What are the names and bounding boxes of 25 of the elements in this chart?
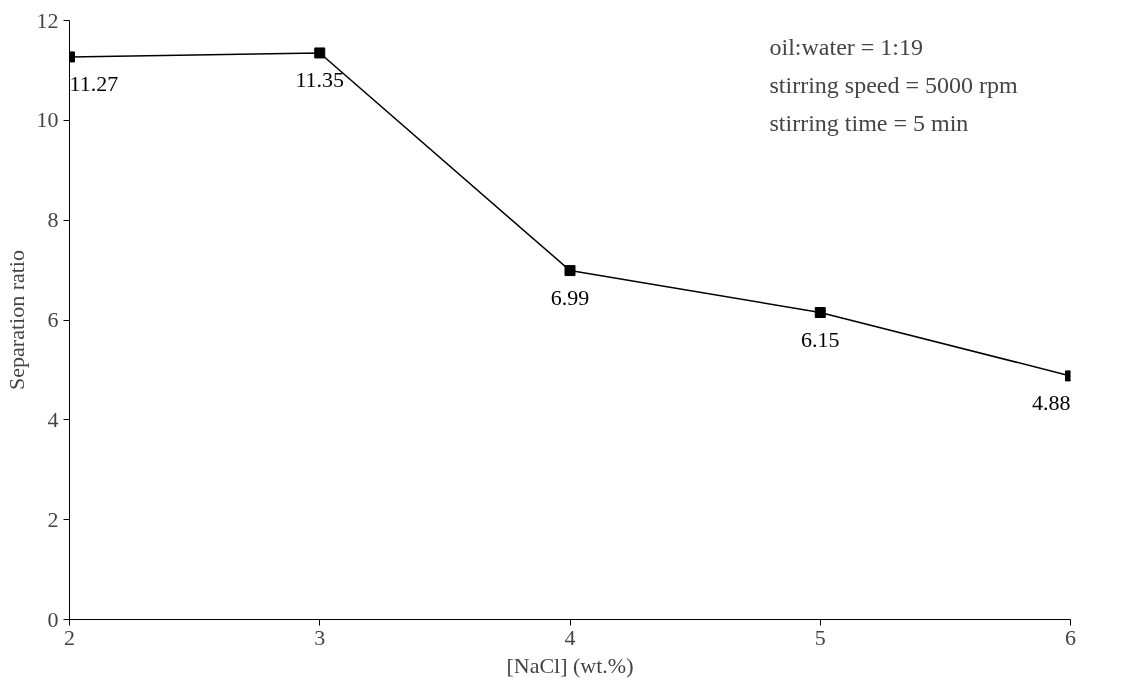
data-label: 11.35 [295, 66, 345, 92]
x-axis-title: [NaCl] (wt.%) [506, 652, 634, 678]
y-tick-label: 10 [36, 107, 59, 133]
data-label: 6.15 [801, 326, 840, 352]
x-tick-label: 5 [814, 624, 826, 650]
y-tick-label: 2 [47, 506, 59, 532]
y-tick-label: 12 [36, 7, 59, 33]
y-axis-title: Separation ratio [3, 250, 29, 390]
data-label: 11.27 [69, 70, 119, 96]
point [814, 307, 826, 319]
y-tick-label: 0 [47, 606, 59, 632]
annotation: stirring speed = 5000 rpm [769, 71, 1018, 98]
y-tick-label: 4 [47, 406, 59, 432]
x-tick-label: 2 [64, 624, 75, 650]
y-tick-label: 8 [47, 207, 59, 233]
data-label: 4.88 [1032, 389, 1071, 415]
x-tick-label: 3 [314, 624, 326, 650]
y-tick-label: 6 [47, 307, 59, 332]
point [314, 47, 326, 59]
point [564, 265, 576, 277]
x-tick-label: 6 [1065, 624, 1076, 650]
data-label: 6.99 [550, 284, 590, 310]
annotation: stirring time = 5 min [769, 109, 969, 136]
x-tick-label: 4 [564, 624, 576, 650]
annotation: oil:water = 1:19 [769, 33, 924, 60]
